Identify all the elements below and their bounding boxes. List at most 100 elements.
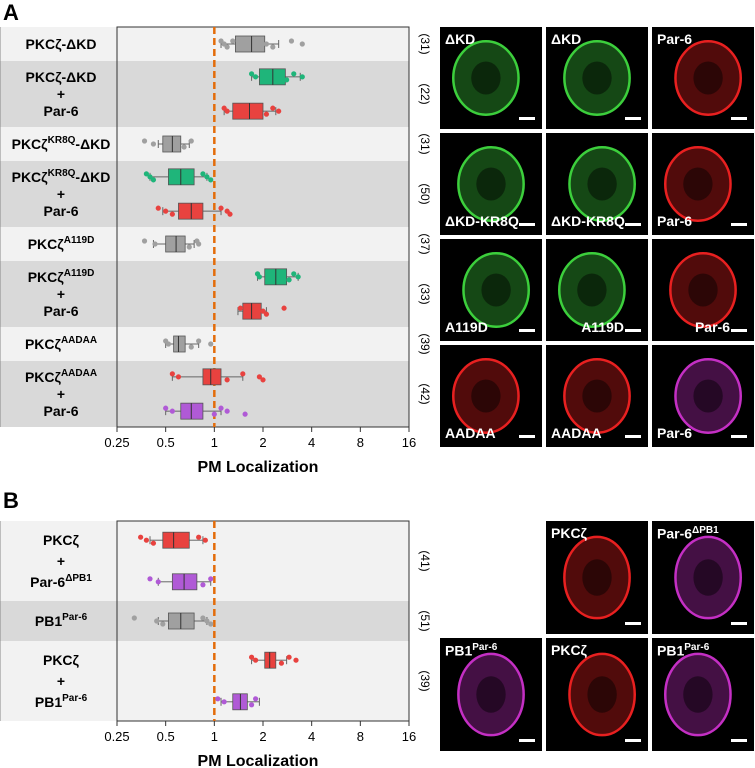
nucleus-shape xyxy=(587,676,617,713)
micrograph-grid-b: PKCζ Par-6ΔPB1 PB1Par-6 PKCζ PB1Par-6 xyxy=(440,521,754,755)
data-point xyxy=(242,411,248,417)
cell-shape xyxy=(558,252,626,328)
data-point xyxy=(291,71,297,77)
micrograph-tile: PKCζ xyxy=(546,638,648,751)
group-label: PKCζAADAA xyxy=(25,368,97,385)
micrograph-label: PB1Par-6 xyxy=(445,642,498,659)
plus-sign: + xyxy=(57,673,65,689)
group-label: PKCζ-ΔKD xyxy=(26,69,97,85)
micrograph-tile: Par-6 xyxy=(652,133,754,235)
micrograph-tile: Par-6 xyxy=(652,239,754,341)
cell-shape xyxy=(674,535,742,620)
x-tick-label: 8 xyxy=(357,729,364,744)
group-band xyxy=(0,261,409,327)
scale-bar xyxy=(731,435,747,438)
group-label: PKCζAADAA xyxy=(25,335,97,352)
group-band xyxy=(0,27,409,61)
scale-bar xyxy=(625,329,641,332)
data-point xyxy=(165,341,172,347)
micrograph-tile: ΔKD xyxy=(546,27,648,129)
data-point xyxy=(270,44,276,50)
data-point xyxy=(208,576,214,582)
data-point xyxy=(224,408,230,414)
data-point xyxy=(152,241,158,247)
nucleus-shape xyxy=(476,676,506,713)
micrograph-tile: ΔKD xyxy=(440,27,542,129)
micrograph-image xyxy=(674,40,742,116)
data-point xyxy=(263,111,270,117)
plus-sign: + xyxy=(57,386,65,402)
micrograph-tile: PKCζ xyxy=(546,521,648,634)
micrograph-image xyxy=(563,535,631,620)
scale-bar xyxy=(731,329,747,332)
micrograph-label: PKCζ xyxy=(551,525,588,541)
data-point xyxy=(227,211,233,217)
data-point xyxy=(200,582,206,588)
micrograph-label: A119D xyxy=(581,319,624,335)
par6-label: Par-6 xyxy=(43,203,78,219)
group-label: PKCζKR8Q-ΔKD xyxy=(12,168,111,185)
group-band xyxy=(0,327,409,361)
cell-shape xyxy=(669,252,737,328)
data-point xyxy=(256,274,262,280)
data-point xyxy=(208,177,214,183)
data-point xyxy=(281,305,287,311)
scale-bar xyxy=(731,117,747,120)
micrograph-image xyxy=(664,652,732,737)
group-label: PKCζA119D xyxy=(28,235,95,252)
micrograph-tile: ΔKD-KR8Q xyxy=(546,133,648,235)
data-point xyxy=(215,696,221,702)
data-point xyxy=(224,44,230,50)
x-tick-label: 0.5 xyxy=(157,729,175,744)
data-point xyxy=(200,615,206,621)
group-band xyxy=(0,227,409,261)
micrograph-tile: AADAA xyxy=(440,345,542,447)
data-point xyxy=(263,41,270,47)
micrograph-image xyxy=(558,252,626,328)
box-red xyxy=(162,531,190,549)
panel-a-letter: A xyxy=(3,0,19,25)
x-tick-label: 2 xyxy=(259,729,266,744)
cell-shape xyxy=(563,535,631,620)
micrograph-label: ΔKD xyxy=(445,31,476,47)
scale-bar xyxy=(625,622,641,625)
sample-count: (39) xyxy=(418,670,430,691)
scale-bar xyxy=(519,223,535,226)
micrograph-label-sup: ΔPB1 xyxy=(692,525,719,536)
scale-bar xyxy=(519,435,535,438)
group-label: PKCζ xyxy=(43,532,80,548)
data-point xyxy=(160,621,166,627)
data-point xyxy=(155,205,161,211)
data-point xyxy=(218,205,224,211)
data-point xyxy=(141,138,148,144)
cell-shape xyxy=(462,252,530,328)
data-point xyxy=(221,699,227,705)
nucleus-shape xyxy=(481,273,511,307)
micrograph-label: A119D xyxy=(445,319,488,335)
micrograph-label: PB1Par-6 xyxy=(657,642,710,659)
data-point xyxy=(299,41,305,47)
data-point xyxy=(230,38,236,44)
cell-shape xyxy=(568,146,636,222)
micrograph-image xyxy=(457,652,525,737)
sample-count: (37) xyxy=(418,233,430,254)
scale-bar xyxy=(625,739,641,742)
micrograph-image xyxy=(664,146,732,222)
par6-label: Par-6 xyxy=(43,403,78,419)
cell-shape xyxy=(452,358,520,434)
cell-shape xyxy=(563,40,631,116)
data-point xyxy=(196,241,202,247)
micrograph-tile: AADAA xyxy=(546,345,648,447)
x-axis-label: PM Localization xyxy=(198,753,319,768)
box-purple xyxy=(180,402,204,420)
sample-count: (31) xyxy=(418,133,430,154)
box-gray xyxy=(165,235,186,253)
data-point xyxy=(131,615,137,621)
x-tick-label: 4 xyxy=(308,435,315,450)
sample-count: (42) xyxy=(418,383,430,404)
group-label: PKCζKR8Q-ΔKD xyxy=(12,135,111,152)
x-tick-label: 0.25 xyxy=(104,729,129,744)
group-label: PKCζ xyxy=(43,652,80,668)
par6-label: Par-6 xyxy=(43,303,78,319)
data-point xyxy=(150,177,157,183)
